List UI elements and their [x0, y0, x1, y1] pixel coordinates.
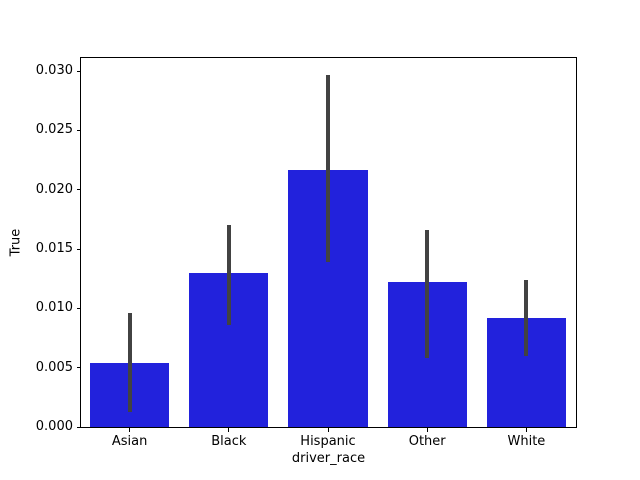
y-tick-mark	[76, 70, 80, 72]
x-axis-label: driver_race	[291, 451, 366, 466]
y-tick-mark	[76, 307, 80, 309]
y-tick-label: 0.005	[35, 359, 73, 375]
y-tick-mark	[76, 189, 80, 191]
x-tick-label-black: Black	[211, 434, 247, 449]
x-tick-label-hispanic: Hispanic	[300, 434, 356, 449]
error-bar-white	[524, 279, 529, 356]
y-tick-label: 0.020	[35, 181, 73, 197]
error-bar-asian	[127, 313, 132, 412]
y-tick-label: 0.010	[35, 300, 73, 316]
error-bar-black	[226, 225, 231, 325]
y-tick-label: 0.030	[35, 63, 73, 79]
x-tick-mark	[228, 428, 230, 432]
error-bar-other	[425, 230, 430, 359]
y-tick-label: 0.025	[35, 122, 73, 138]
x-tick-mark	[525, 428, 527, 432]
x-tick-mark	[327, 428, 329, 432]
x-tick-label-other: Other	[408, 434, 446, 449]
x-tick-mark	[426, 428, 428, 432]
y-tick-mark	[76, 248, 80, 250]
x-tick-label-asian: Asian	[111, 434, 148, 449]
y-tick-label: 0.000	[35, 419, 73, 434]
y-tick-mark	[76, 129, 80, 131]
x-tick-mark	[129, 428, 131, 432]
x-tick-label-white: White	[507, 434, 546, 449]
y-tick-mark	[76, 426, 80, 428]
y-tick-label: 0.015	[35, 241, 73, 257]
error-bar-hispanic	[326, 74, 330, 263]
y-tick-mark	[76, 367, 80, 369]
